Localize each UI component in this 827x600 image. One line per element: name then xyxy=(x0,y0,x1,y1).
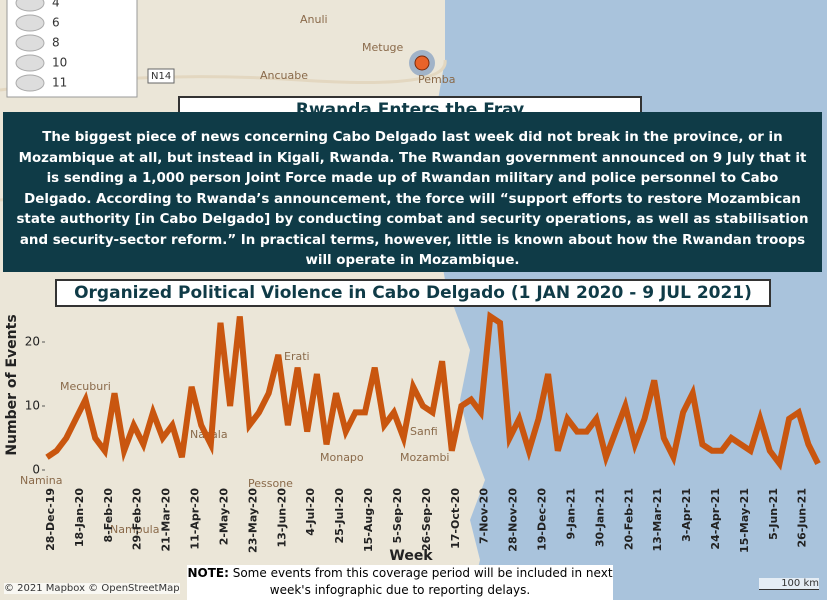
note: NOTE: Some events from this coverage per… xyxy=(187,565,613,600)
legend-symbol xyxy=(15,14,45,32)
x-tick-label: 4-Jul-20 xyxy=(304,488,317,536)
x-tick-label: 18-Jan-20 xyxy=(73,488,86,547)
attribution: © 2021 Mapbox © OpenStreetMap xyxy=(4,583,180,594)
place-label: Ancuabe xyxy=(260,69,308,82)
chart-title-box: Organized Political Violence in Cabo Del… xyxy=(55,279,771,307)
place-label: N14 xyxy=(151,71,171,82)
legend-symbol xyxy=(15,54,45,72)
note-text: Some events from this coverage period wi… xyxy=(232,566,613,597)
road-shield xyxy=(147,68,175,84)
x-tick-label: 30-Jan-21 xyxy=(593,488,606,547)
x-tick-label: 15-Aug-20 xyxy=(362,488,375,552)
x-tick-label: 28-Nov-20 xyxy=(507,488,520,552)
x-tick-label: 28-Dec-19 xyxy=(44,488,57,551)
place-label: Metuge xyxy=(362,41,404,54)
legend-symbol xyxy=(15,34,45,52)
x-tick-label: 7-Nov-20 xyxy=(478,488,491,544)
legend-symbol xyxy=(15,74,45,92)
y-tick-label: 10 xyxy=(25,399,40,413)
line xyxy=(45,311,821,471)
x-tick-label: 2-May-20 xyxy=(217,488,230,546)
y-axis-label: Number of Events xyxy=(4,314,20,455)
x-tick-label: 5-Sep-20 xyxy=(391,488,404,544)
y-tick-label: 0 xyxy=(32,463,40,477)
x-tick-label: 13-Mar-21 xyxy=(651,488,664,552)
x-tick-label: 3-Apr-21 xyxy=(680,488,693,542)
place-label: Namina xyxy=(20,474,62,487)
x-tick-label: 11-Apr-20 xyxy=(189,488,202,550)
place-label: Sanfi xyxy=(410,425,438,438)
x-tick-label: 15-May-21 xyxy=(738,488,751,553)
x-tick-label: 20-Feb-21 xyxy=(622,488,635,550)
chart-title: Organized Political Violence in Cabo Del… xyxy=(74,283,752,303)
legend-label: 11 xyxy=(52,76,67,90)
place-label: Nampula xyxy=(110,523,159,536)
legend-label: 10 xyxy=(52,56,67,70)
x-tick-label: 23-May-20 xyxy=(246,488,259,553)
place-label: Anuli xyxy=(300,13,328,26)
x-tick-label: 21-Mar-20 xyxy=(160,488,173,552)
x-tick-label: 19-Dec-20 xyxy=(536,488,549,551)
x-tick-label: 24-Apr-21 xyxy=(709,488,722,550)
x-tick-label: 17-Oct-20 xyxy=(449,488,462,549)
place-label: Monapo xyxy=(320,451,364,464)
x-tick-label: 9-Jan-21 xyxy=(564,488,577,539)
place-label: Erati xyxy=(284,350,310,363)
y-tick-label: 20 xyxy=(25,335,40,349)
legend-label: 4 xyxy=(52,0,60,10)
place-label: Pessone xyxy=(248,477,293,490)
x-tick-label: 29-Feb-20 xyxy=(131,488,144,550)
x-tick-label: 8-Feb-20 xyxy=(102,488,115,543)
event-bubble xyxy=(414,55,430,71)
note-label: NOTE: xyxy=(187,566,229,580)
x-tick-label: 25-Jul-20 xyxy=(333,488,346,544)
place-label: Mecuburi xyxy=(60,380,111,393)
x-tick-label: 5-Jun-21 xyxy=(767,488,780,540)
body-text: The biggest piece of news concerning Cab… xyxy=(3,112,822,272)
legend-symbol xyxy=(15,0,45,12)
x-tick-label: 13-Jun-20 xyxy=(275,488,288,548)
scale-bar: 100 km xyxy=(759,578,819,590)
x-axis-label: Week xyxy=(389,548,433,564)
x-tick-label: 26-Sep-20 xyxy=(420,488,433,551)
legend-label: 8 xyxy=(52,36,60,50)
place-label: Pemba xyxy=(418,73,455,86)
place-label: Mozambi xyxy=(400,451,450,464)
x-tick-label: 26-Jun-21 xyxy=(796,488,809,548)
legend-label: 6 xyxy=(52,16,60,30)
